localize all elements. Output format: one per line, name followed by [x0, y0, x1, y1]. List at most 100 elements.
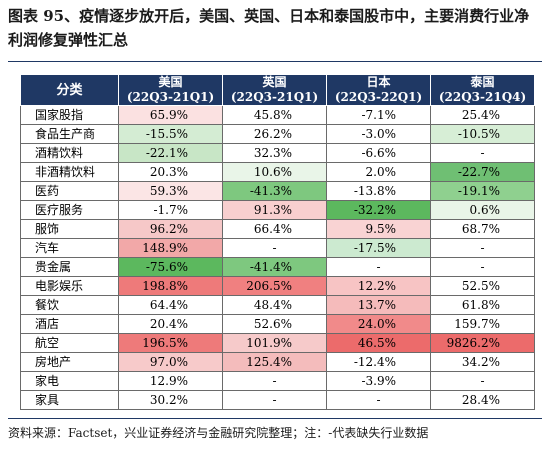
value-cell: -3.0%: [326, 124, 431, 144]
row-label: 国家股指: [20, 105, 119, 125]
value-cell: 101.9%: [222, 333, 327, 353]
value-cell: -: [430, 257, 535, 277]
value-cell: -13.8%: [326, 181, 431, 201]
value-cell: 52.5%: [430, 276, 535, 296]
value-cell: 45.8%: [222, 105, 327, 125]
value-cell: 12.9%: [118, 371, 223, 391]
value-cell: -75.6%: [118, 257, 223, 277]
table-row: 食品生产商 -15.5% 26.2% -3.0% -10.5%: [20, 124, 535, 144]
value-cell: 59.3%: [118, 181, 223, 201]
value-cell: 68.7%: [430, 219, 535, 239]
row-label: 汽车: [20, 238, 119, 258]
row-label: 医药: [20, 181, 119, 201]
row-label: 餐饮: [20, 295, 119, 315]
value-cell: 24.0%: [326, 314, 431, 334]
value-cell: -12.4%: [326, 352, 431, 372]
value-cell: -41.4%: [222, 257, 327, 277]
value-cell: 28.4%: [430, 390, 535, 410]
row-label: 食品生产商: [20, 124, 119, 144]
value-cell: 12.2%: [326, 276, 431, 296]
row-label: 服饰: [20, 219, 119, 239]
value-cell: -3.9%: [326, 371, 431, 391]
column-header: 泰国 (22Q3-21Q4): [430, 74, 535, 106]
column-name: 英国: [262, 75, 287, 89]
table-row: 酒精饮料 -22.1% 32.3% -6.6% -: [20, 143, 535, 163]
column-header: 英国 (22Q3-21Q1): [222, 74, 327, 106]
figure-title: 图表 95、疫情逐步放开后，美国、英国、日本和泰国股市中，主要消费行业净利润修复…: [8, 7, 530, 49]
value-cell: 26.2%: [222, 124, 327, 144]
value-cell: 48.4%: [222, 295, 327, 315]
value-cell: 9.5%: [326, 219, 431, 239]
value-cell: -: [222, 371, 327, 391]
value-cell: 46.5%: [326, 333, 431, 353]
table-header: 分类 美国 (22Q3-21Q1) 英国 (22Q3-21Q1) 日本 (22Q…: [20, 74, 535, 106]
top-divider: [8, 61, 542, 62]
column-name: 美国: [158, 75, 183, 89]
source-note: 资料来源：Factset，兴业证券经济与金融研究院整理；注：-代表缺失行业数据: [8, 426, 429, 440]
table-row: 家电 12.9% - -3.9% -: [20, 371, 535, 391]
value-cell: -15.5%: [118, 124, 223, 144]
row-label: 贵金属: [20, 257, 119, 277]
table-row: 医药 59.3% -41.3% -13.8% -19.1%: [20, 181, 535, 201]
value-cell: 64.4%: [118, 295, 223, 315]
table-row: 医疗服务 -1.7% 91.3% -32.2% 0.6%: [20, 200, 535, 220]
table-row: 非酒精饮料 20.3% 10.6% 2.0% -22.7%: [20, 162, 535, 182]
row-label: 家具: [20, 390, 119, 410]
value-cell: 10.6%: [222, 162, 327, 182]
table-row: 家具 30.2% - -28.4%: [20, 390, 535, 410]
value-cell: 91.3%: [222, 200, 327, 220]
value-cell: 206.5%: [222, 276, 327, 296]
value-cell: -7.1%: [326, 105, 431, 125]
column-header: 日本 (22Q3-22Q1): [326, 74, 431, 106]
row-label: 医疗服务: [20, 200, 119, 220]
value-cell: 65.9%: [118, 105, 223, 125]
table-row: 房地产 97.0% 125.4% -12.4% 34.2%: [20, 352, 535, 372]
table-body: 国家股指 65.9% 45.8% -7.1% 25.4% 食品生产商 -15.5% 26.2%…: [20, 105, 535, 410]
column-period: (22Q3-21Q1): [126, 90, 215, 104]
value-cell: -: [430, 371, 535, 391]
value-cell: 96.2%: [118, 219, 223, 239]
bottom-divider: [8, 418, 542, 419]
table-row: 汽车 148.9% - -17.5% -: [20, 238, 535, 258]
value-cell: 25.4%: [430, 105, 535, 125]
value-cell: -32.2%: [326, 200, 431, 220]
value-cell: 20.3%: [118, 162, 223, 182]
value-cell: 159.7%: [430, 314, 535, 334]
row-label: 酒精饮料: [20, 143, 119, 163]
value-cell: -: [326, 257, 431, 277]
value-cell: 52.6%: [222, 314, 327, 334]
column-period: (22Q3-21Q1): [230, 90, 319, 104]
value-cell: -6.6%: [326, 143, 431, 163]
table-row: 酒店 20.4% 52.6% 24.0% 159.7%: [20, 314, 535, 334]
value-cell: 97.0%: [118, 352, 223, 372]
value-cell: 20.4%: [118, 314, 223, 334]
value-cell: -: [430, 238, 535, 258]
value-cell: -22.7%: [430, 162, 535, 182]
value-cell: -22.1%: [118, 143, 223, 163]
value-cell: -: [430, 143, 535, 163]
table-row: 航空 196.5% 101.9% 46.5% 9826.2%: [20, 333, 535, 353]
value-cell: 198.8%: [118, 276, 223, 296]
row-label: 家电: [20, 371, 119, 391]
column-name: 日本: [366, 75, 391, 89]
table-row: 服饰 96.2% 66.4% 9.5% 68.7%: [20, 219, 535, 239]
data-table: 分类 美国 (22Q3-21Q1) 英国 (22Q3-21Q1) 日本 (22Q…: [20, 74, 535, 410]
row-label: 航空: [20, 333, 119, 353]
value-cell: -17.5%: [326, 238, 431, 258]
value-cell: 196.5%: [118, 333, 223, 353]
value-cell: 9826.2%: [430, 333, 535, 353]
row-label: 电影娱乐: [20, 276, 119, 296]
value-cell: -: [326, 390, 431, 410]
header-row: 分类 美国 (22Q3-21Q1) 英国 (22Q3-21Q1) 日本 (22Q…: [20, 74, 535, 106]
value-cell: 13.7%: [326, 295, 431, 315]
value-cell: 2.0%: [326, 162, 431, 182]
value-cell: -1.7%: [118, 200, 223, 220]
table-row: 餐饮 64.4% 48.4% 13.7% 61.8%: [20, 295, 535, 315]
value-cell: 148.9%: [118, 238, 223, 258]
table-row: 电影娱乐 198.8% 206.5% 12.2% 52.5%: [20, 276, 535, 296]
value-cell: -: [222, 390, 327, 410]
column-header: 美国 (22Q3-21Q1): [118, 74, 223, 106]
value-cell: 0.6%: [430, 200, 535, 220]
value-cell: -: [222, 238, 327, 258]
row-label: 房地产: [20, 352, 119, 372]
